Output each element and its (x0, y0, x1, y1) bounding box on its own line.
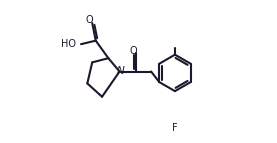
Text: HO: HO (61, 39, 76, 49)
Text: O: O (85, 15, 93, 25)
Text: O: O (129, 46, 137, 56)
Text: F: F (172, 123, 178, 133)
Text: N: N (116, 66, 124, 77)
